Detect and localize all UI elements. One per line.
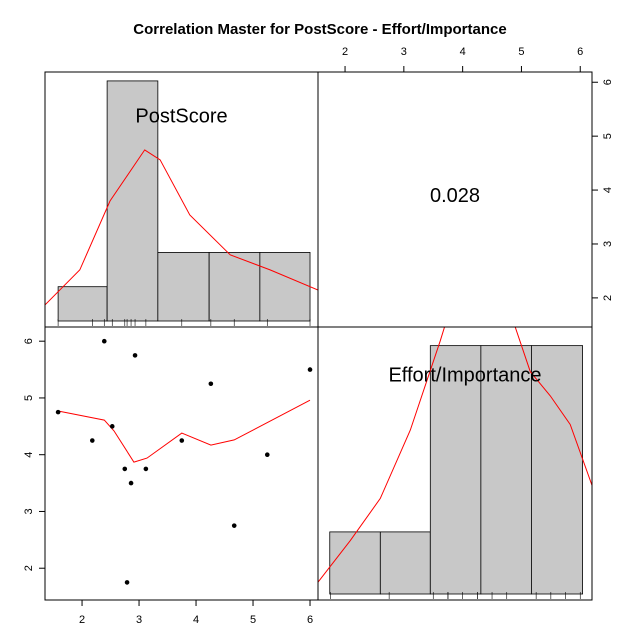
density-curve — [45, 149, 318, 306]
y-tick-label: 3 — [602, 241, 614, 247]
x-tick-label: 3 — [136, 614, 142, 626]
histogram — [45, 80, 318, 322]
point — [143, 466, 149, 472]
histogram — [318, 327, 592, 595]
x-tick-label: 5 — [250, 614, 256, 626]
hist-bar — [57, 286, 108, 322]
point — [264, 452, 270, 458]
y-tick-label: 2 — [602, 295, 614, 301]
hist-bar — [329, 531, 381, 595]
y-tick-label: 6 — [602, 79, 614, 85]
y-tick-label: 6 — [23, 338, 35, 344]
point — [132, 353, 138, 358]
hist-bar — [208, 252, 261, 322]
point — [208, 381, 214, 387]
y-tick-label: 4 — [602, 187, 614, 193]
smooth-line — [58, 399, 311, 463]
hist-bar — [106, 80, 159, 322]
point — [55, 409, 61, 415]
y-tick-label: 2 — [23, 565, 35, 571]
point — [231, 523, 237, 528]
x-tick-label: 3 — [401, 46, 407, 58]
point — [90, 438, 95, 443]
point — [122, 466, 128, 472]
y-tick-label: 5 — [602, 133, 614, 139]
point — [128, 480, 134, 486]
point — [124, 580, 130, 585]
y-tick-label: 5 — [23, 395, 35, 401]
hist-bar — [531, 345, 583, 595]
point — [109, 424, 115, 429]
y-tick-label: 3 — [23, 508, 35, 514]
x-tick-label: 6 — [307, 614, 313, 626]
hist-bar — [480, 345, 532, 595]
panel-border — [317, 326, 593, 601]
x-tick-label: 6 — [577, 46, 583, 58]
density-curve — [318, 327, 592, 583]
panel-border — [44, 326, 319, 601]
x-tick-label: 5 — [518, 46, 524, 58]
variable-label: Effort/Importance — [388, 364, 541, 386]
hist-bar — [429, 345, 482, 595]
x-tick-label: 4 — [460, 46, 466, 58]
y-tick-label: 4 — [23, 452, 35, 458]
x-tick-label: 2 — [342, 46, 348, 58]
correlation-value: 0.028 — [430, 185, 480, 207]
point — [179, 438, 185, 443]
hist-bar — [259, 252, 311, 322]
chart-title: Correlation Master for PostScore - Effor… — [133, 21, 506, 38]
hist-bar — [379, 531, 431, 595]
x-tick-label: 4 — [193, 614, 199, 626]
variable-label: PostScore — [135, 105, 227, 127]
point — [307, 367, 313, 372]
hist-bar — [157, 252, 210, 322]
x-tick-label: 2 — [79, 614, 85, 626]
point — [101, 338, 107, 344]
